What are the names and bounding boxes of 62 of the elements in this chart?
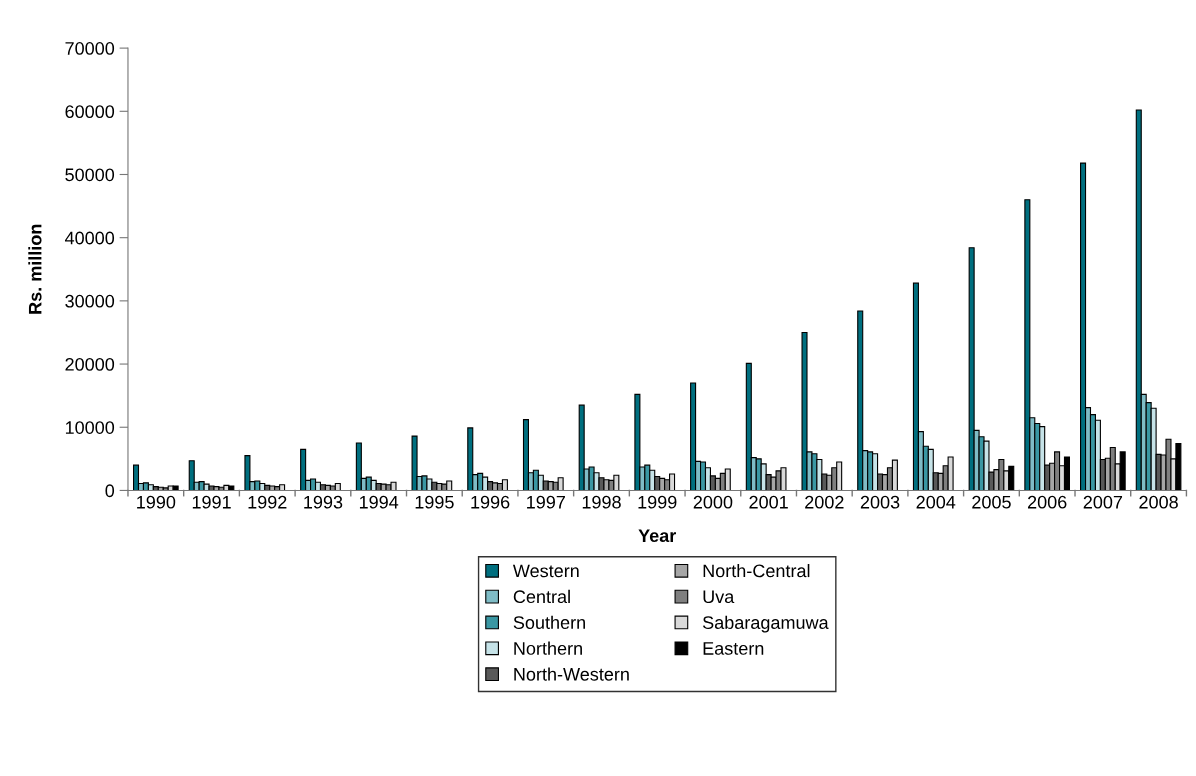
x-tick-label: 2003 bbox=[860, 495, 900, 509]
x-tick-label: 1996 bbox=[471, 495, 510, 509]
x-tick-label: 2008 bbox=[1139, 495, 1178, 509]
x-tick-label: 2001 bbox=[749, 495, 788, 509]
bar bbox=[334, 482, 341, 491]
x-tick-label: 2004 bbox=[916, 495, 956, 509]
legend-label: North-Central bbox=[703, 564, 810, 578]
bar bbox=[300, 448, 307, 491]
bar bbox=[857, 310, 864, 491]
bar bbox=[1063, 456, 1070, 491]
legend-label: Southern bbox=[513, 615, 585, 629]
y-tick-label: 40000 bbox=[64, 231, 115, 245]
x-tick-label: 1998 bbox=[582, 495, 621, 509]
bar bbox=[947, 456, 954, 491]
y-tick-label: 20000 bbox=[65, 357, 115, 371]
bar bbox=[188, 460, 195, 491]
x-tick-label: 1992 bbox=[248, 495, 287, 509]
bar bbox=[522, 419, 530, 491]
x-tick-label: 1997 bbox=[527, 495, 565, 509]
x-axis-title: Year bbox=[638, 529, 677, 543]
bar bbox=[467, 427, 474, 491]
bar bbox=[380, 483, 387, 491]
x-tick-label: 2007 bbox=[1083, 495, 1123, 509]
y-axis-title: Rs. million bbox=[28, 224, 42, 314]
legend-label: Western bbox=[512, 564, 579, 578]
bar bbox=[724, 468, 731, 491]
y-tick-label: 10000 bbox=[65, 421, 115, 434]
x-tick-label: 2005 bbox=[972, 495, 1011, 509]
x-tick-label: 2002 bbox=[805, 495, 844, 509]
bar bbox=[501, 479, 508, 491]
y-tick-label: 50000 bbox=[65, 168, 115, 182]
x-tick-label: 1993 bbox=[304, 495, 343, 509]
x-tick-label: 1991 bbox=[192, 495, 231, 509]
y-tick-label: 60000 bbox=[65, 105, 115, 119]
bar bbox=[1080, 162, 1087, 491]
legend-label: Eastern bbox=[703, 642, 764, 655]
bar bbox=[557, 477, 564, 491]
bar bbox=[634, 393, 641, 491]
bar bbox=[1024, 199, 1031, 491]
bar bbox=[1119, 451, 1126, 491]
x-tick-label: 1999 bbox=[638, 495, 677, 509]
bar bbox=[891, 459, 898, 491]
x-tick-label: 2000 bbox=[693, 495, 733, 509]
bar bbox=[690, 382, 697, 491]
x-tick-label: 1994 bbox=[359, 495, 399, 509]
legend-label: Sabaragamuwa bbox=[702, 615, 829, 633]
x-tick-label: 1995 bbox=[415, 495, 454, 509]
bar bbox=[578, 404, 585, 491]
bar bbox=[172, 485, 179, 491]
bar bbox=[132, 464, 140, 491]
x-tick-label: 1990 bbox=[137, 495, 176, 509]
bar bbox=[244, 455, 251, 491]
y-tick-label: 30000 bbox=[65, 294, 115, 308]
y-tick-label: 0 bbox=[105, 484, 115, 498]
bar bbox=[411, 435, 418, 491]
legend-label: Central bbox=[513, 589, 570, 604]
x-tick-label: 2006 bbox=[1027, 495, 1067, 509]
bar bbox=[355, 442, 362, 491]
y-tick-label: 70000 bbox=[65, 42, 115, 55]
legend-label: Uva bbox=[703, 590, 735, 604]
legend-label: Northern bbox=[514, 641, 582, 655]
legend-label: North-Western bbox=[514, 667, 629, 681]
